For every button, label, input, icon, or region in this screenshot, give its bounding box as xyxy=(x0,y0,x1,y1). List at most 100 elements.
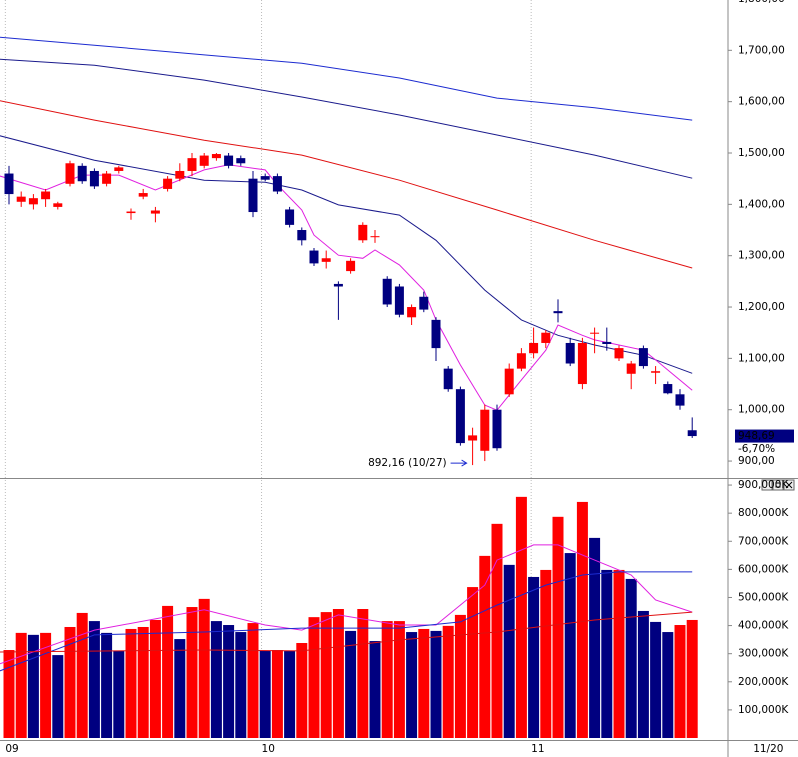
volume-bar xyxy=(101,632,113,738)
candle-body xyxy=(297,230,307,241)
volume-bar xyxy=(418,628,430,738)
volume-bar xyxy=(113,650,125,738)
candle-body xyxy=(431,319,441,349)
max-icon xyxy=(775,482,781,488)
y-tick-label: 200,000K xyxy=(738,676,789,688)
price-panel xyxy=(0,0,697,478)
candle-body xyxy=(443,368,453,390)
candle-body xyxy=(211,154,221,159)
volume-bar xyxy=(174,639,186,738)
y-tick-label: 1,400,00 xyxy=(738,198,785,210)
volume-bar xyxy=(235,632,247,738)
button[interactable] xyxy=(761,479,773,491)
candle-body xyxy=(614,348,624,359)
low-annotation: 892,16 (10/27) xyxy=(368,457,447,469)
candle-body xyxy=(541,332,551,343)
volume-bar xyxy=(162,605,174,738)
y-tick-label: 1,800,00 xyxy=(738,0,785,5)
y-tick-label: 700,000K xyxy=(738,535,789,547)
candle-body xyxy=(480,409,490,451)
volume-bar xyxy=(125,628,137,738)
candle-body xyxy=(504,368,514,395)
volume-bar xyxy=(332,609,344,738)
volume-bar xyxy=(528,576,540,738)
candle-body xyxy=(333,283,343,287)
volume-bar xyxy=(442,625,454,738)
volume-bar xyxy=(369,641,381,738)
x-tick-label: 10 xyxy=(262,743,275,755)
candle-body xyxy=(199,155,209,166)
candle-body xyxy=(163,178,173,189)
volume-bar xyxy=(64,626,76,738)
volume-bar xyxy=(686,619,698,738)
candle-body xyxy=(175,170,185,179)
volume-bar xyxy=(15,632,27,738)
volume-bar xyxy=(613,569,625,738)
candle-body xyxy=(346,260,356,272)
moving-average xyxy=(0,164,693,411)
volume-bar xyxy=(406,632,418,738)
candle-body xyxy=(65,163,75,184)
volume-bar xyxy=(345,630,357,738)
candle-body xyxy=(638,348,648,367)
y-tick-label: 900,00 xyxy=(738,455,775,467)
close-icon xyxy=(785,481,793,489)
candle-body xyxy=(126,211,136,214)
candle-body xyxy=(419,296,429,310)
change-label: -6,70% xyxy=(738,443,775,455)
panel-buttons[interactable] xyxy=(761,479,795,491)
candle-body xyxy=(321,258,331,262)
last-price-box xyxy=(735,429,794,443)
candle-body xyxy=(285,209,295,225)
volume-bar xyxy=(308,617,320,738)
low-arrow xyxy=(450,459,468,467)
candle-body xyxy=(224,155,234,166)
volume-bar xyxy=(381,621,393,738)
y-tick-label: 300,000K xyxy=(738,648,789,660)
y-tick-label: 1,300,00 xyxy=(738,250,785,262)
volume-bar xyxy=(454,614,466,738)
button[interactable] xyxy=(772,479,784,491)
volume-bar xyxy=(3,650,15,738)
moving-average xyxy=(0,135,693,374)
volume-bar xyxy=(52,655,64,738)
candle-body xyxy=(260,176,270,180)
volume-bar xyxy=(198,598,210,738)
volume-bar xyxy=(186,607,198,738)
volume-bar xyxy=(674,625,686,738)
volume-bar xyxy=(589,537,601,738)
x-tick-label: 11/20 xyxy=(753,743,783,755)
candle-body xyxy=(492,409,502,449)
volume-bar xyxy=(40,632,52,738)
candle-body xyxy=(236,158,246,164)
candle-body xyxy=(53,203,63,207)
volume-bar xyxy=(76,612,88,738)
candle-body xyxy=(309,250,319,264)
candle-body xyxy=(102,173,112,184)
x-tick-label: 11 xyxy=(531,743,544,755)
candle-body xyxy=(516,353,526,369)
volume-bar xyxy=(625,578,637,738)
candle-body xyxy=(577,342,587,385)
volume-bar xyxy=(576,501,588,738)
candle-body xyxy=(651,371,661,373)
y-tick-label: 800,000K xyxy=(738,507,789,519)
candle-body xyxy=(41,191,51,200)
candle-body xyxy=(687,430,697,437)
candle-body xyxy=(407,307,417,318)
volume-bar xyxy=(320,612,332,738)
volume-bar xyxy=(564,553,576,738)
y-tick-label: 1,200,00 xyxy=(738,301,785,313)
candle-body xyxy=(590,332,600,334)
y-tick-label: 1,500,00 xyxy=(738,147,785,159)
volume-bar xyxy=(467,587,479,738)
volume-panel xyxy=(0,480,698,738)
volume-bar xyxy=(650,621,662,738)
volume-bar xyxy=(149,619,161,738)
candle-body xyxy=(394,286,404,315)
candle-body xyxy=(114,167,124,171)
y-tick-label: 1,700,00 xyxy=(738,44,785,56)
candle-body xyxy=(468,435,478,441)
volume-bar xyxy=(552,516,564,738)
